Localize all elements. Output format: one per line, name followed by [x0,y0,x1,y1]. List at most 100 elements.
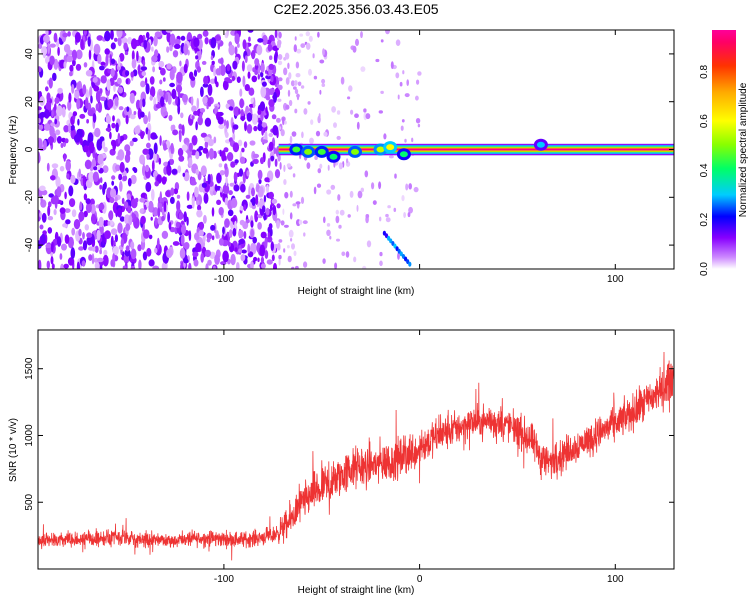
noise-cell [250,220,254,228]
noise-cell [117,222,123,234]
noise-cell [83,210,88,218]
noise-cell [134,125,141,135]
noise-cell [190,180,197,186]
noise-cell [200,165,207,176]
scatter-noise-cell [289,135,293,144]
noise-cell [86,236,93,246]
noise-cell [254,69,259,76]
scatter-noise-cell [295,201,301,205]
noise-cell [47,136,55,144]
noise-cell [270,155,275,162]
noise-cell [200,86,204,98]
noise-cell [194,186,199,198]
scatter-noise-cell [294,36,297,41]
noise-cell [144,77,148,86]
noise-cell [162,77,166,82]
scatter-noise-cell [317,31,320,38]
scatter-noise-cell [319,59,325,64]
noise-cell [181,224,187,235]
noise-cell [230,197,238,209]
noise-cell [271,254,275,262]
noise-cell [236,76,241,83]
noise-cell [261,122,267,128]
noise-cell [76,82,81,90]
feature-core [329,153,338,160]
noise-cell [151,46,154,52]
noise-cell [257,222,262,230]
scatter-noise-cell [279,162,282,170]
noise-cell [99,265,103,269]
scatter-noise-cell [389,155,394,159]
noise-cell [238,248,243,253]
noise-cell [103,146,108,153]
noise-cell [93,43,101,55]
scatter-noise-cell [383,133,387,140]
scatter-noise-cell [305,42,311,50]
noise-cell [169,33,176,46]
noise-cell [208,138,214,147]
noise-cell [142,59,146,67]
noise-cell [268,191,274,199]
noise-cell [64,208,71,214]
noise-cell [142,251,148,261]
noise-cell [110,42,116,50]
scatter-noise-cell [301,131,304,139]
noise-cell [267,43,273,52]
noise-cell [73,219,81,230]
noise-cell [264,130,268,140]
noise-cell [131,50,135,61]
noise-cell [110,68,115,77]
noise-cell [94,127,101,138]
noise-cell [63,153,66,162]
noise-cell [86,232,93,238]
noise-cell [47,42,50,55]
noise-cell [43,34,50,44]
streak-cell [389,238,393,244]
noise-cell [216,199,222,205]
noise-cell [109,77,115,87]
noise-cell [220,64,226,76]
noise-cell [122,174,128,182]
scatter-noise-cell [397,252,400,260]
noise-cell [111,180,115,186]
noise-cell [56,236,62,247]
noise-cell [195,168,199,176]
noise-cell [48,193,54,198]
noise-cell [99,249,102,255]
scatter-noise-cell [287,89,291,97]
noise-cell [251,75,258,83]
noise-cell [82,84,87,95]
scatter-noise-cell [283,248,286,253]
scatter-noise-cell [300,43,306,48]
noise-cell [203,75,209,85]
noise-cell [107,220,111,226]
noise-cell [104,30,111,42]
scatter-noise-cell [339,209,345,216]
noise-cell [198,146,204,151]
noise-cell [105,127,112,132]
noise-cell [180,234,185,246]
noise-cell [75,63,82,71]
scatter-noise-cell [300,85,305,89]
scatter-noise-cell [323,216,326,224]
noise-cell [153,35,158,47]
noise-cell [182,172,186,177]
noise-cell [130,71,135,78]
noise-cell [149,76,155,85]
noise-cell [146,247,152,257]
noise-cell [115,164,121,172]
noise-cell [251,50,256,60]
noise-cell [95,103,99,112]
noise-cell [56,186,62,198]
noise-cell [158,90,164,97]
noise-cell [151,160,155,172]
noise-cell [193,259,199,267]
noise-cell [38,124,44,131]
scatter-noise-cell [346,158,349,164]
noise-cell [203,214,207,224]
scatter-noise-cell [364,170,369,178]
noise-cell [38,66,42,73]
scatter-noise-cell [415,95,419,101]
noise-cell [139,197,146,203]
noise-cell [107,98,114,109]
